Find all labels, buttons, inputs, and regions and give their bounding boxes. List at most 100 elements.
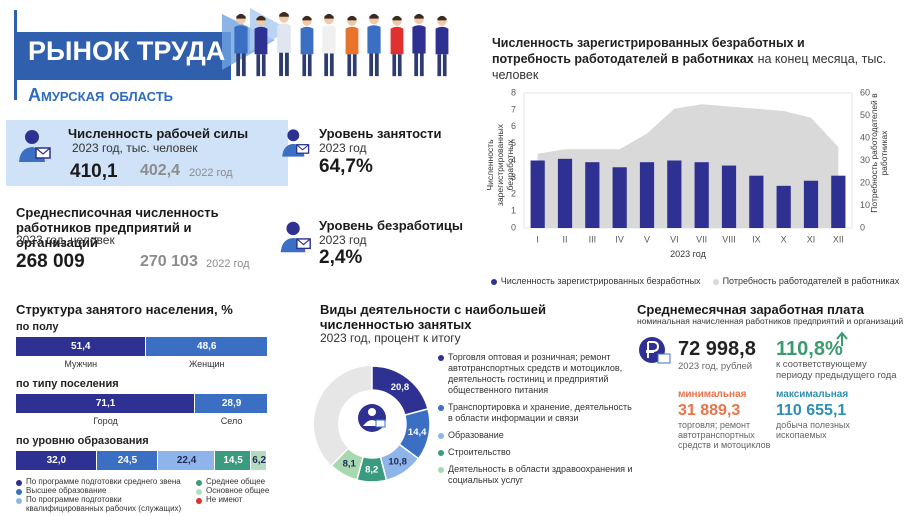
legend-label: Строительство [448, 447, 511, 457]
kpi-value: 268 009 [16, 251, 85, 272]
chart-title: Виды деятельности с наибольшей численнос… [320, 302, 546, 332]
bar [585, 162, 600, 228]
data-label: 8,1 [343, 458, 357, 469]
legend-item: По программе подготовки квалифицированны… [16, 495, 192, 513]
data-label: 10,8 [388, 457, 407, 468]
salary-subtitle: номинальная начисленная работников предп… [637, 316, 904, 326]
legend-dot [438, 433, 444, 439]
icon [280, 221, 311, 253]
legend-dot [712, 279, 719, 285]
bar [612, 167, 627, 228]
kpi-box [6, 120, 288, 186]
chart-title: Структура занятого населения, % [16, 302, 233, 317]
bar [721, 165, 737, 228]
x-tick-label: III [589, 234, 597, 244]
legend-item: Транспортировка и хранение, деятельность… [438, 402, 634, 424]
x-tick-label: VII [696, 234, 707, 244]
group-label: по полу [16, 321, 59, 333]
ruble-icon [639, 337, 671, 364]
data-label: 22,4 [176, 455, 197, 466]
data-label: 6,2 [252, 455, 267, 466]
category-label: Село [220, 416, 243, 426]
y-tick-label: 6 [511, 121, 516, 131]
legend-label: Не имеют [206, 495, 243, 504]
kpi-previous: 402,4 [140, 162, 181, 179]
data-label: 48,6 [197, 341, 217, 352]
kpi-value: 64,7% [319, 156, 373, 177]
legend-item: Потребность работодателей в работниках [712, 276, 900, 286]
bar [776, 185, 791, 228]
x-tick-label: XI [807, 234, 816, 244]
salary-title: Среднемесячная заработная плата [637, 302, 864, 317]
header-band [17, 32, 231, 80]
bar [639, 162, 655, 228]
min-note: торговля; ремонт автотранспортных средст… [678, 420, 771, 450]
min-value: 31 889,3 [678, 402, 741, 419]
legend-item: Строительство [438, 447, 634, 458]
x-axis-label: 2023 год [670, 249, 706, 259]
kpi-subtitle: 2023 год [319, 141, 367, 155]
x-tick-label: IV [615, 234, 624, 244]
legend-label: По программе подготовки квалифицированны… [26, 495, 182, 513]
kpi-previous-label: 2022 год [189, 167, 233, 179]
legend-label: Потребность работодателей в работниках [722, 276, 900, 286]
legend-item: По программе подготовки среднего звена [16, 477, 192, 486]
legend-dot [490, 279, 497, 285]
kpi-value: 2,4% [319, 247, 363, 268]
y-tick-label: 7 [511, 104, 516, 114]
legend-label: Транспортировка и хранение, деятельность… [448, 402, 632, 423]
bar-segment [96, 451, 159, 470]
bar [803, 180, 819, 228]
growth-note: к соответствующему периоду предыдущего г… [776, 359, 897, 381]
kpi-subtitle: 2023 год, человек [16, 233, 115, 247]
people-illustration [222, 8, 449, 77]
chart-subtitle: 2023 год, процент к итогу [320, 331, 461, 345]
legend-dot [16, 480, 22, 486]
kpi-previous-label: 2022 год [206, 258, 250, 270]
y2-tick-label: 40 [860, 132, 870, 142]
data-label: 24,5 [117, 455, 138, 466]
kpi-title: Уровень безработицы [319, 218, 463, 233]
y-tick-label: 2 [511, 189, 516, 199]
legend-dot [196, 498, 202, 504]
min-label: минимальная [678, 389, 747, 400]
legend-label: Деятельность в области здравоохранения и… [448, 464, 633, 485]
kpi-value: 410,1 [70, 161, 118, 182]
data-label: 71,1 [95, 398, 116, 409]
x-tick-label: XII [833, 234, 844, 244]
legend: Среднее общее Основное общее Не имеют [196, 477, 286, 504]
legend-label: Численность зарегистрированных безработн… [500, 276, 701, 286]
legend: Численность зарегистрированных безработн… [490, 276, 900, 286]
category-label: Мужчин [64, 359, 98, 369]
legend-item: Среднее общее [196, 477, 286, 486]
header-rule [14, 10, 17, 100]
y2-tick-label: 50 [860, 110, 870, 120]
x-tick-label: II [562, 234, 567, 244]
category-label: Город [93, 416, 118, 426]
growth-arrow [836, 331, 848, 346]
bar [749, 175, 764, 228]
chart-title: Численность зарегистрированных безработн… [492, 36, 805, 66]
region: Амурская область [28, 85, 173, 105]
legend-dot [16, 489, 22, 495]
donut-slice [330, 447, 365, 481]
data-label: 14,4 [408, 427, 427, 438]
kpi-title: Среднесписочная численность работников п… [16, 205, 219, 250]
legend-dot [438, 450, 444, 456]
y2-axis-label: Потребность работодателей в работниках [869, 93, 889, 213]
y-tick-label: 8 [511, 87, 516, 97]
kpi-subtitle: 2023 год, тыс. человек [72, 141, 198, 155]
x-tick-label: IX [752, 234, 761, 244]
legend-dot [16, 498, 22, 504]
legend-label: Образование [448, 430, 504, 440]
legend-item: Образование [438, 430, 634, 441]
donut-icon [358, 404, 386, 432]
bar [831, 175, 846, 228]
legend-item: Высшее образование [16, 486, 192, 495]
y-axis-label: Численность зарегистрированных безработн… [485, 124, 515, 206]
y-tick-label: 5 [511, 138, 516, 148]
max-value: 110 655,1 [776, 402, 847, 419]
data-label: 32,0 [46, 455, 67, 466]
